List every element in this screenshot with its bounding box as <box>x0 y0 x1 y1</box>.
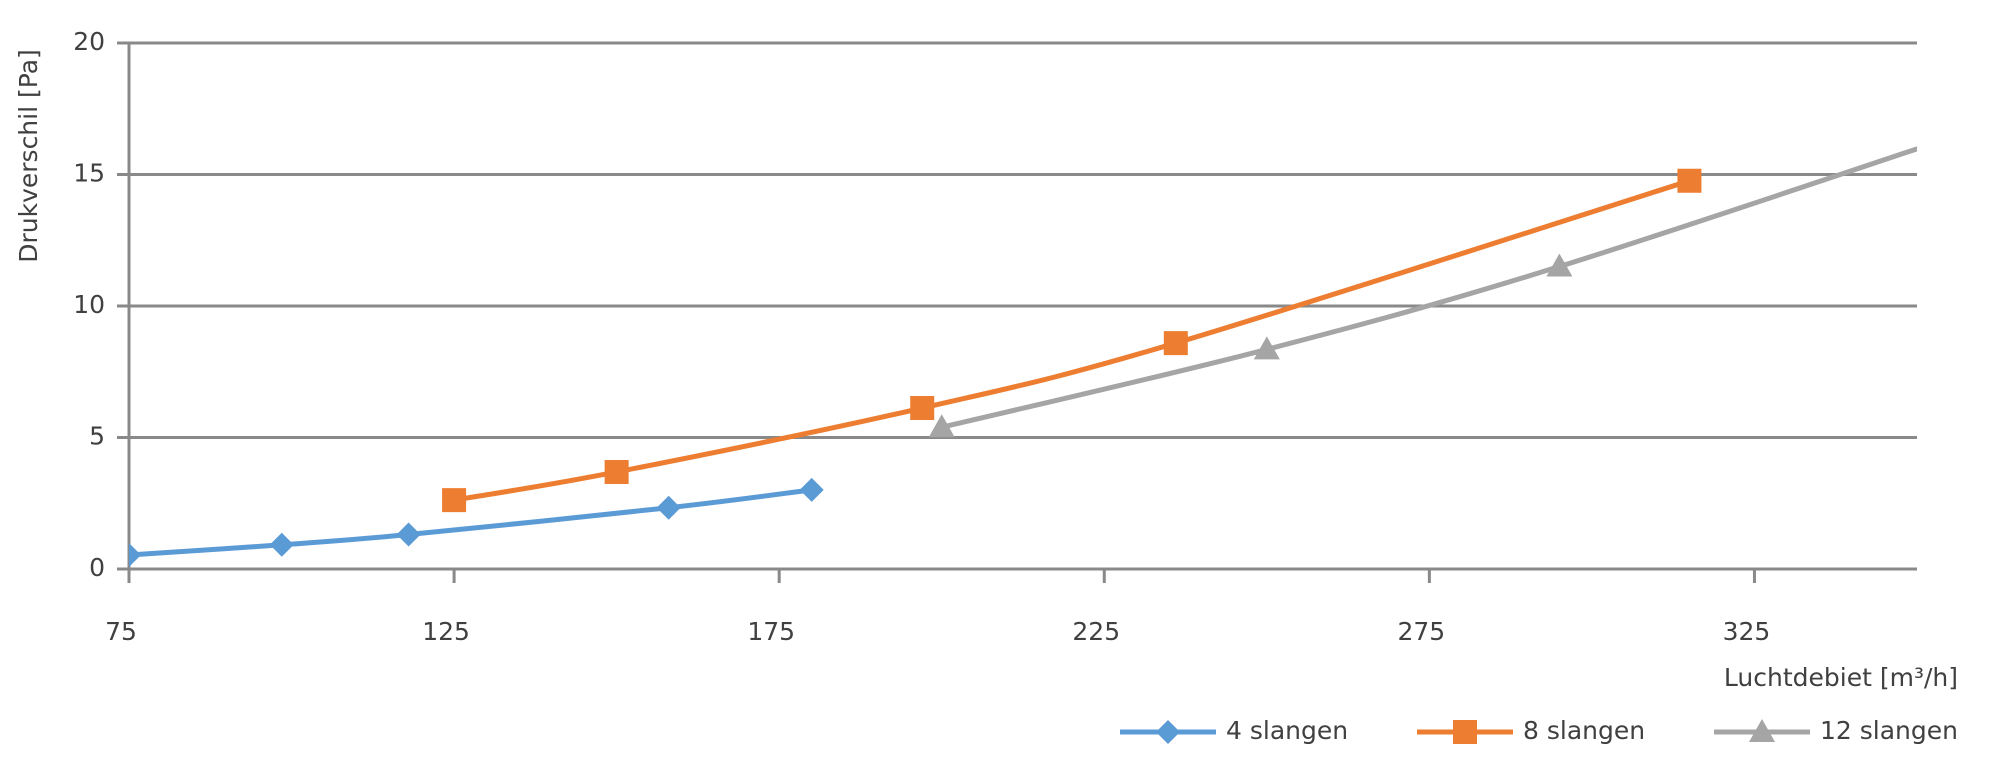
series-line <box>453 178 1691 503</box>
series-line <box>129 487 813 558</box>
plot-area <box>129 114 1995 568</box>
marker <box>1163 331 1188 356</box>
marker <box>269 532 294 557</box>
marker <box>799 477 824 502</box>
y-tick-label: 20 <box>73 27 105 56</box>
x-tick-label: 225 <box>1072 617 1120 646</box>
marker <box>1969 114 1995 137</box>
marker <box>442 488 467 513</box>
legend-label: 4 slangen <box>1226 716 1348 745</box>
x-tick-label: 175 <box>747 617 795 646</box>
x-tick-label: 325 <box>1723 617 1771 646</box>
marker <box>129 543 141 568</box>
marker <box>604 459 629 484</box>
legend-marker <box>1749 719 1775 742</box>
x-tick-label: 275 <box>1398 617 1446 646</box>
legend-marker <box>1156 720 1180 744</box>
y-tick-label: 15 <box>73 159 105 188</box>
y-axis-title: Drukverschil [Pa] <box>14 49 43 263</box>
y-tick-label: 5 <box>89 422 105 451</box>
series-line <box>941 146 1917 430</box>
marker <box>1253 336 1280 360</box>
x-axis-title: Luchtdebiet [m³/h] <box>1724 663 1958 692</box>
y-tick-label: 10 <box>73 290 105 319</box>
marker <box>396 522 421 547</box>
legend-label: 8 slangen <box>1523 716 1645 745</box>
marker <box>1546 253 1573 277</box>
x-tick-label: 125 <box>422 617 470 646</box>
legend-marker <box>1453 720 1477 744</box>
marker <box>910 396 935 421</box>
legend-label: 12 slangen <box>1820 716 1958 745</box>
marker <box>1677 168 1702 193</box>
y-tick-label: 0 <box>89 553 105 582</box>
marker <box>928 414 955 438</box>
marker <box>656 495 681 520</box>
x-tick-label: 75 <box>105 617 137 646</box>
